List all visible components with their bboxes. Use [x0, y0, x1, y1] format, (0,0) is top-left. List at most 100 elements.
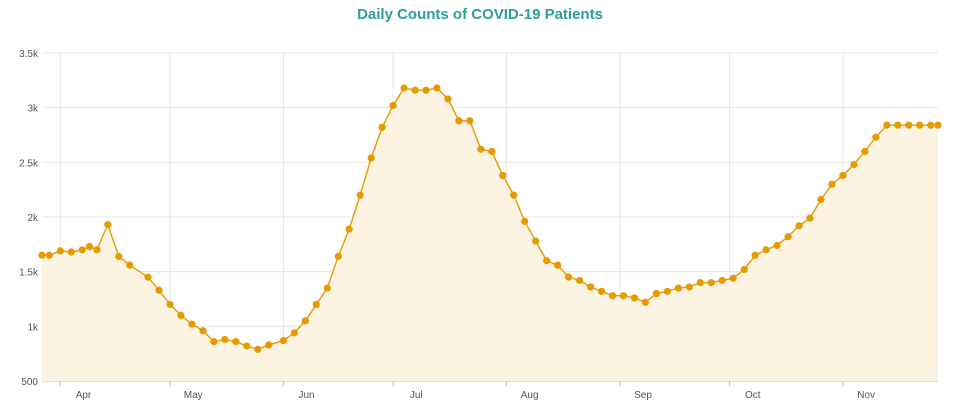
- x-tick-label: Oct: [745, 390, 761, 401]
- data-point: [828, 180, 836, 188]
- y-tick-label: 2k: [27, 213, 39, 224]
- data-point: [455, 117, 463, 125]
- data-point: [38, 251, 46, 259]
- data-point: [155, 286, 163, 294]
- data-point: [674, 284, 682, 292]
- data-point: [56, 247, 64, 255]
- data-point: [188, 320, 196, 328]
- data-point: [411, 86, 419, 94]
- data-point: [243, 342, 251, 350]
- series-area: [42, 87, 938, 381]
- y-tick-label: 500: [21, 377, 38, 388]
- data-point: [839, 171, 847, 180]
- data-point: [751, 251, 759, 259]
- data-point: [510, 191, 518, 199]
- data-point: [166, 300, 174, 309]
- data-point: [850, 160, 858, 169]
- y-tick-label: 2.5k: [19, 158, 39, 169]
- data-point: [532, 237, 540, 245]
- data-point: [696, 279, 704, 287]
- data-point: [543, 257, 551, 265]
- data-point: [367, 154, 375, 162]
- data-point: [104, 221, 112, 229]
- data-point: [389, 101, 397, 110]
- data-point: [400, 84, 408, 92]
- data-point: [85, 242, 94, 251]
- data-point: [565, 273, 573, 281]
- data-point: [444, 95, 452, 103]
- x-tick-label: Aug: [521, 390, 539, 401]
- data-point: [927, 121, 935, 129]
- data-point: [67, 248, 75, 256]
- x-tick-label: Sep: [634, 390, 652, 401]
- data-point: [144, 273, 152, 281]
- data-point: [817, 195, 825, 204]
- data-point: [608, 292, 617, 300]
- y-tick-label: 1.5k: [19, 268, 39, 279]
- data-point: [334, 252, 342, 260]
- data-point: [78, 246, 86, 254]
- x-tick-label: Apr: [76, 390, 92, 401]
- data-point: [773, 241, 781, 250]
- data-point: [576, 276, 584, 285]
- data-point: [597, 287, 606, 295]
- data-point: [740, 265, 748, 274]
- chart-title: Daily Counts of COVID-19 Patients: [357, 6, 603, 23]
- data-point: [619, 292, 628, 300]
- data-point: [210, 338, 218, 346]
- data-point: [499, 171, 507, 180]
- data-point: [806, 214, 814, 222]
- data-point: [477, 145, 485, 153]
- data-point: [323, 284, 331, 292]
- data-point: [254, 345, 262, 353]
- data-point: [466, 117, 474, 125]
- data-point: [729, 274, 737, 282]
- data-point: [232, 338, 240, 346]
- data-point: [894, 121, 902, 129]
- y-tick-label: 1k: [27, 322, 39, 333]
- data-point: [586, 283, 595, 291]
- data-point: [784, 233, 792, 241]
- data-point: [356, 191, 364, 199]
- data-point: [221, 335, 229, 344]
- x-tick-label: Jul: [410, 390, 423, 401]
- data-point: [916, 121, 924, 129]
- data-point: [312, 300, 320, 309]
- data-point: [905, 121, 913, 129]
- data-point: [685, 283, 693, 291]
- data-point: [199, 327, 207, 335]
- data-point: [554, 261, 562, 269]
- data-point: [279, 336, 287, 345]
- x-tick-label: Nov: [857, 390, 875, 401]
- data-point: [663, 287, 671, 295]
- x-tick-label: May: [184, 390, 203, 401]
- data-point: [177, 311, 185, 319]
- data-point: [93, 246, 101, 254]
- data-point: [45, 251, 53, 259]
- x-tick-label: Jun: [299, 390, 315, 401]
- data-point: [934, 121, 942, 129]
- data-point: [795, 222, 803, 230]
- data-point: [762, 246, 770, 254]
- data-point: [652, 289, 661, 298]
- data-point: [126, 261, 134, 269]
- data-point: [378, 123, 386, 131]
- data-point: [630, 294, 639, 302]
- data-point: [422, 86, 430, 94]
- data-point: [718, 276, 726, 285]
- data-point: [265, 341, 273, 349]
- y-tick-label: 3.5k: [19, 49, 39, 60]
- data-point: [345, 225, 353, 233]
- data-point: [488, 147, 496, 155]
- data-point: [433, 84, 441, 92]
- data-point: [872, 133, 880, 141]
- data-point: [641, 298, 650, 306]
- data-point: [301, 317, 309, 325]
- y-tick-label: 3k: [27, 104, 39, 115]
- data-point: [861, 147, 869, 155]
- data-point: [883, 121, 891, 129]
- data-point: [290, 329, 298, 337]
- data-point: [707, 279, 715, 287]
